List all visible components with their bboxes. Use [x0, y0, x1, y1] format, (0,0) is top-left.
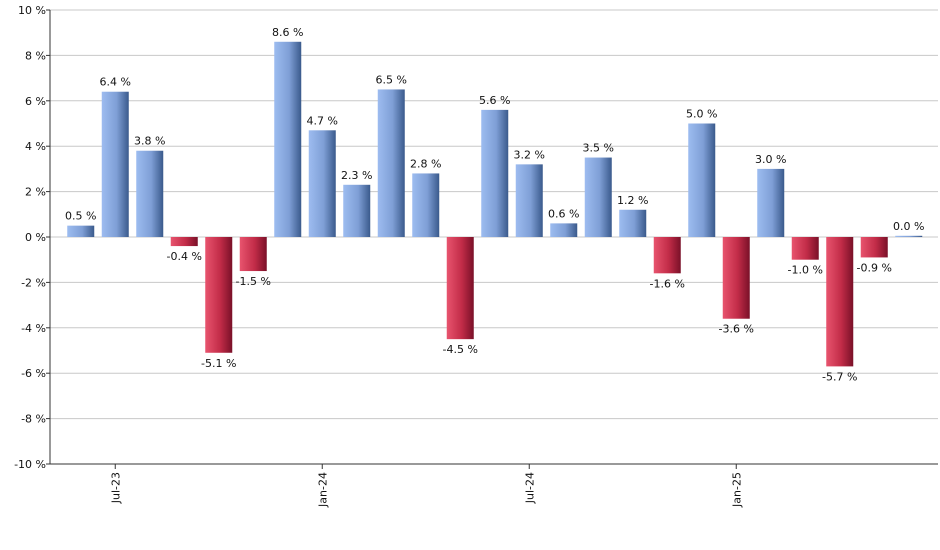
bar	[446, 237, 474, 340]
bar	[619, 209, 647, 237]
y-tick-label: -10 %	[14, 458, 46, 471]
bar-value-label: 5.6 %	[479, 94, 510, 107]
bar-value-label: -5.7 %	[822, 370, 857, 383]
y-axis-tick-labels: 10 % 8 % 6 % 4 % 2 % 0 % -2 % -4 % -6 % -8 % -10 %	[14, 4, 46, 471]
bar-value-label: 5.0 %	[686, 108, 717, 121]
y-tick-label: 2 %	[25, 186, 46, 199]
y-tick-label: 6 %	[25, 95, 46, 108]
y-tick-label: -6 %	[21, 367, 46, 380]
bar	[274, 41, 302, 237]
bar	[515, 164, 543, 237]
bar-value-label: 0.5 %	[65, 210, 96, 223]
x-tick-label: Jul-24	[523, 472, 536, 504]
bar-value-label: -4.5 %	[443, 343, 478, 356]
bar-value-label: 3.8 %	[134, 135, 165, 148]
bar-value-label: -1.6 %	[650, 277, 685, 290]
y-tick-label: -8 %	[21, 413, 46, 426]
bar	[170, 237, 198, 247]
bar-value-label: -0.9 %	[857, 261, 892, 274]
y-tick-label: -4 %	[21, 322, 46, 335]
bar	[584, 157, 612, 237]
y-tick-label: -2 %	[21, 276, 46, 289]
y-tick-label: 4 %	[25, 140, 46, 153]
bar-value-label: 8.6 %	[272, 26, 303, 39]
bar	[895, 235, 923, 237]
bar-value-label: 3.0 %	[755, 153, 786, 166]
bar	[101, 91, 129, 237]
bar-value-label: -5.1 %	[201, 357, 236, 370]
bar	[136, 150, 164, 237]
x-tick-label: Jan-25	[730, 472, 743, 508]
y-tick-label: 10 %	[18, 4, 46, 17]
bar-value-label: 0.6 %	[548, 207, 579, 220]
bar	[826, 237, 854, 367]
x-tick-label: Jul-23	[109, 472, 122, 504]
bar-value-label: 3.2 %	[514, 148, 545, 161]
bar	[722, 237, 750, 319]
bar	[550, 223, 578, 237]
bar	[860, 237, 888, 258]
bar-value-label: -1.5 %	[236, 275, 271, 288]
bar-value-label: 3.5 %	[583, 142, 614, 155]
bar	[412, 173, 440, 237]
bar-value-label: 1.2 %	[617, 194, 648, 207]
bar	[308, 130, 336, 237]
bar	[377, 89, 405, 237]
bar-value-label: 0.0 %	[893, 220, 924, 233]
bar	[481, 109, 509, 237]
bar-value-label: -1.0 %	[788, 264, 823, 277]
bar	[239, 237, 267, 272]
bar	[343, 184, 371, 237]
bar	[653, 237, 681, 274]
y-tick-label: 8 %	[25, 49, 46, 62]
bar-value-labels: 0.5 % 6.4 % 3.8 % -0.4 % -5.1 % -1.5 % 8.6 % 4.…	[65, 26, 924, 384]
bar-value-label: 4.7 %	[307, 114, 338, 127]
bar	[688, 123, 716, 237]
x-tick-label: Jan-24	[316, 472, 329, 508]
bar-value-label: 6.5 %	[376, 73, 407, 86]
axes	[49, 10, 938, 469]
bar	[205, 237, 233, 353]
bar	[757, 168, 785, 237]
bar-value-label: -3.6 %	[719, 323, 754, 336]
bar-value-label: 2.3 %	[341, 169, 372, 182]
bar-value-label: -0.4 %	[167, 250, 202, 263]
bar-value-label: 2.8 %	[410, 157, 441, 170]
bar-value-label: 6.4 %	[100, 76, 131, 89]
bar	[791, 237, 819, 260]
x-axis-tick-labels: Jul-23 Jan-24 Jul-24 Jan-25	[109, 472, 743, 508]
bar	[67, 225, 95, 237]
y-tick-label: 0 %	[25, 231, 46, 244]
bars	[67, 41, 923, 367]
